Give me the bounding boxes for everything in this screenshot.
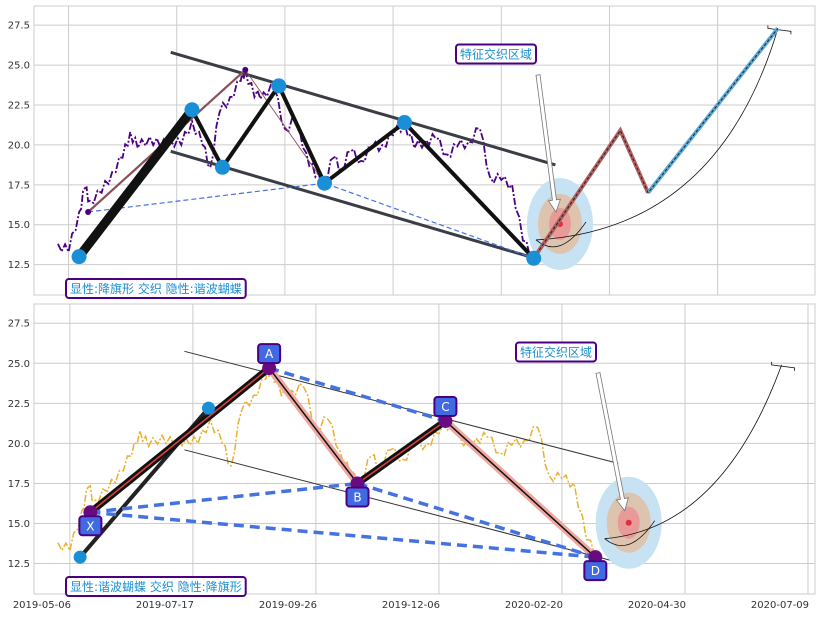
y-tick-label: 22.5	[8, 399, 30, 410]
plot-content	[57, 350, 796, 569]
secondary-point	[85, 208, 92, 215]
y-tick-label: 27.5	[8, 21, 30, 32]
x-tick-label: 2019-07-17	[136, 600, 194, 611]
dashed-xd-line	[90, 510, 596, 559]
harmonic-leg-inner	[89, 367, 270, 513]
point-label-text: B	[353, 490, 361, 504]
dashed-bd-line	[356, 481, 596, 559]
x-tick-label: 2020-07-09	[751, 600, 809, 611]
point-label-box	[345, 486, 370, 508]
point-label-text: A	[265, 347, 274, 361]
projection-arc-small	[604, 520, 656, 546]
point-label-box	[433, 395, 458, 417]
flag-point	[201, 401, 215, 415]
bracket-marker	[767, 25, 792, 35]
y-tick-label: 20.0	[8, 439, 30, 450]
x-tick-label: 2019-09-26	[259, 600, 317, 611]
projection-arc	[535, 28, 779, 241]
flag-point	[73, 550, 87, 564]
projection-arc-small	[535, 221, 587, 248]
y-tick-label: 15.0	[8, 519, 30, 530]
y-tick-label: 17.5	[8, 479, 30, 490]
point-label-box	[257, 343, 282, 365]
harmonic-leg-inner	[357, 420, 446, 485]
annotation-text: 特征交织区域	[460, 47, 532, 62]
pivot-point	[526, 250, 542, 266]
top-panel: 12.5 15.0 17.5 20.0 22.5 25.0 27.5 特征交织区域显性:降旗形…	[8, 5, 816, 299]
pattern-label-box	[65, 576, 247, 597]
dashed-xb-line	[90, 481, 358, 515]
harmonic-point	[438, 413, 453, 428]
annotation-text: 特征交织区域	[520, 345, 592, 360]
pattern-label-text: 显性:谐波蝴蝶 交织 隐性:降旗形	[70, 579, 242, 594]
point-label-b: B	[345, 486, 370, 508]
pivot-point	[184, 102, 200, 118]
y-tick-label: 22.5	[8, 100, 30, 111]
pivot-point	[317, 175, 333, 191]
y-tick-label: 15.0	[8, 220, 30, 231]
x-tick-label: 2020-04-30	[628, 600, 686, 611]
point-label-box	[583, 560, 608, 582]
point-label-text: C	[441, 400, 449, 414]
projection-path-dash	[533, 28, 779, 259]
projection-arc	[604, 364, 782, 540]
plot-area	[33, 303, 816, 595]
y-tick-label: 20.0	[8, 140, 30, 151]
x-tick-label: 2019-05-06	[13, 600, 71, 611]
bottom-panel: 12.5 15.0 17.5 20.0 22.5 25.0 27.5 2019-05-06 20…	[8, 303, 816, 611]
dashed-connector-line	[88, 182, 534, 259]
plot-content	[57, 25, 792, 270]
x-tick-label: 2020-02-20	[505, 600, 563, 611]
point-label-box	[78, 515, 103, 537]
annotation-box	[454, 43, 538, 65]
annotation-arrow	[535, 74, 561, 213]
harmonic-leg-inner	[268, 367, 359, 484]
point-label-c: C	[433, 395, 458, 417]
annotation-arrow	[595, 372, 629, 512]
y-tick-label: 12.5	[8, 260, 30, 271]
point-label-text: X	[86, 519, 94, 533]
y-tick-label: 12.5	[8, 559, 30, 570]
point-label-a: A	[257, 343, 282, 365]
pivot-point	[396, 115, 412, 131]
pivot-point	[71, 249, 87, 265]
pivot-point	[214, 159, 230, 175]
plot-area	[33, 5, 816, 296]
y-tick-label: 25.0	[8, 61, 30, 72]
channel-lower-line	[184, 449, 624, 565]
target-zone-center	[625, 519, 632, 526]
x-tick-label: 2019-12-06	[382, 600, 440, 611]
price-series-line	[57, 69, 534, 260]
annotation-box	[514, 341, 598, 363]
secondary-point	[242, 66, 249, 73]
pattern-label-box	[65, 278, 247, 299]
dashed-ac-line	[268, 366, 446, 423]
bracket-marker	[771, 361, 796, 371]
channel-lower-line	[170, 149, 558, 267]
harmonic-leg-inner	[444, 420, 596, 558]
harmonic-point	[262, 361, 277, 376]
point-label-d: D	[583, 560, 608, 582]
y-tick-label: 27.5	[8, 319, 30, 330]
channel-upper-line	[170, 50, 556, 167]
secondary-line-thin	[244, 69, 325, 184]
y-tick-label: 25.0	[8, 359, 30, 370]
flagpole-line	[75, 107, 196, 260]
pattern-label-text: 显性:降旗形 交织 隐性:谐波蝴蝶	[70, 281, 242, 296]
pivot-point	[271, 78, 287, 94]
zigzag-line	[190, 83, 536, 260]
y-tick-label: 17.5	[8, 180, 30, 191]
point-label-x: X	[78, 515, 103, 537]
point-label-text: D	[591, 564, 600, 578]
